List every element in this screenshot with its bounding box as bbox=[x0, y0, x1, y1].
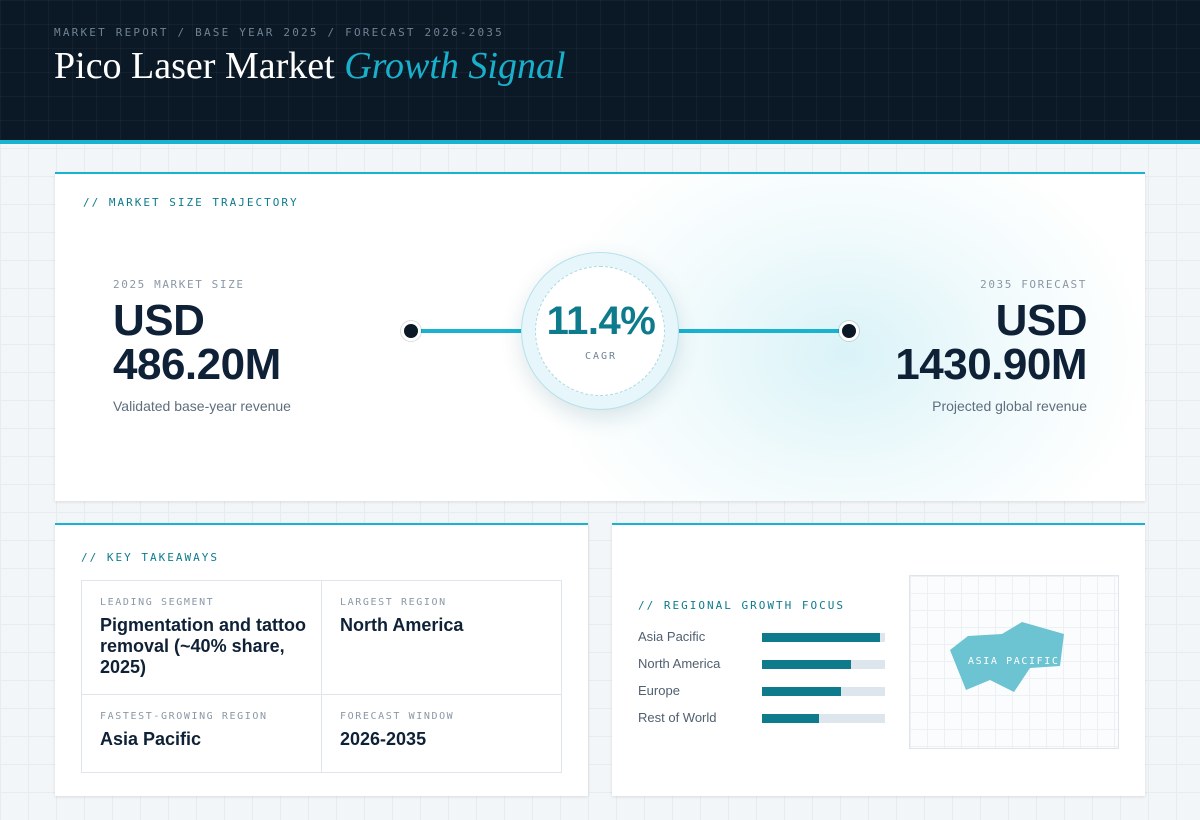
asia-pacific-map-shape bbox=[950, 622, 1064, 692]
takeaway-kicker: FORECAST WINDOW bbox=[340, 711, 455, 722]
takeaway-value: Asia Pacific bbox=[100, 729, 202, 749]
region-row-asia-pacific: Asia Pacific bbox=[638, 629, 888, 645]
takeaway-leading-segment: LEADING SEGMENT Pigmentation and tattoo … bbox=[82, 581, 322, 695]
region-name: Rest of World bbox=[638, 710, 717, 725]
trajectory-section-label: // MARKET SIZE TRAJECTORY bbox=[83, 196, 299, 209]
region-bar-fill bbox=[762, 687, 841, 696]
region-bar-track bbox=[762, 687, 885, 696]
page-title: Pico Laser Market Growth Signal bbox=[54, 44, 566, 88]
forecast-market-size: USD 1430.90M bbox=[895, 299, 1087, 387]
takeaway-value: North America bbox=[340, 615, 464, 635]
report-header: MARKET REPORT / BASE YEAR 2025 / FORECAS… bbox=[0, 0, 1200, 140]
forecast-node bbox=[839, 321, 859, 341]
forecast-currency: USD bbox=[995, 296, 1088, 345]
takeaway-fastest-growing-region: FASTEST-GROWING REGION Asia Pacific bbox=[82, 695, 322, 772]
asia-pacific-region-shape bbox=[950, 622, 1064, 692]
takeaway-largest-region: LARGEST REGION North America bbox=[322, 581, 561, 695]
base-year-node bbox=[401, 321, 421, 341]
base-year-value: 486.20M bbox=[113, 340, 281, 389]
takeaway-value: 2026-2035 bbox=[340, 729, 427, 749]
takeaway-forecast-window: FORECAST WINDOW 2026-2035 bbox=[322, 695, 561, 772]
market-size-trajectory-card: // MARKET SIZE TRAJECTORY 2025 MARKET SI… bbox=[55, 172, 1145, 501]
takeaway-kicker: LARGEST REGION bbox=[340, 597, 447, 608]
takeaways-grid: LEADING SEGMENT Pigmentation and tattoo … bbox=[81, 580, 562, 773]
title-main: Pico Laser Market bbox=[54, 45, 335, 87]
takeaways-section-label: // KEY TAKEAWAYS bbox=[81, 551, 219, 564]
map-region-label: ASIA PACIFIC bbox=[968, 656, 1060, 667]
region-bar-fill bbox=[762, 660, 851, 669]
regional-section-label: // REGIONAL GROWTH FOCUS bbox=[638, 599, 845, 612]
takeaway-value: Pigmentation and tattoo removal (~40% sh… bbox=[100, 615, 306, 677]
region-bar-track bbox=[762, 633, 885, 642]
region-bar-fill bbox=[762, 633, 881, 642]
cagr-label: CAGR bbox=[584, 351, 618, 362]
takeaway-kicker: FASTEST-GROWING REGION bbox=[100, 711, 268, 722]
region-name: Europe bbox=[638, 683, 680, 698]
region-bar-fill bbox=[762, 714, 819, 723]
forecast-kicker: 2035 FORECAST bbox=[980, 278, 1087, 291]
base-year-kicker: 2025 MARKET SIZE bbox=[113, 278, 245, 291]
base-year-currency: USD bbox=[113, 296, 205, 345]
cagr-value: 11.4% bbox=[546, 299, 656, 343]
region-mini-map: ASIA PACIFIC bbox=[909, 575, 1119, 749]
cagr-inner-circle: 11.4% CAGR bbox=[535, 266, 665, 396]
forecast-value: 1430.90M bbox=[895, 340, 1087, 389]
regional-growth-focus-card: // REGIONAL GROWTH FOCUS Asia Pacific No… bbox=[612, 523, 1145, 796]
header-accent-rule bbox=[0, 140, 1200, 144]
region-name: North America bbox=[638, 656, 721, 671]
region-name: Asia Pacific bbox=[638, 629, 706, 644]
breadcrumb: MARKET REPORT / BASE YEAR 2025 / FORECAS… bbox=[54, 26, 504, 39]
key-takeaways-card: // KEY TAKEAWAYS LEADING SEGMENT Pigment… bbox=[55, 523, 588, 796]
base-year-market-size: USD 486.20M bbox=[113, 299, 281, 387]
takeaway-kicker: LEADING SEGMENT bbox=[100, 597, 215, 608]
cagr-badge: 11.4% CAGR bbox=[521, 252, 679, 410]
region-bar-track bbox=[762, 660, 885, 669]
forecast-caption: Projected global revenue bbox=[932, 398, 1087, 414]
base-year-caption: Validated base-year revenue bbox=[113, 398, 291, 414]
title-accent: Growth Signal bbox=[344, 45, 566, 87]
region-bar-track bbox=[762, 714, 885, 723]
region-row-europe: Europe bbox=[638, 683, 888, 699]
region-row-rest-of-world: Rest of World bbox=[638, 710, 888, 726]
region-row-north-america: North America bbox=[638, 656, 888, 672]
